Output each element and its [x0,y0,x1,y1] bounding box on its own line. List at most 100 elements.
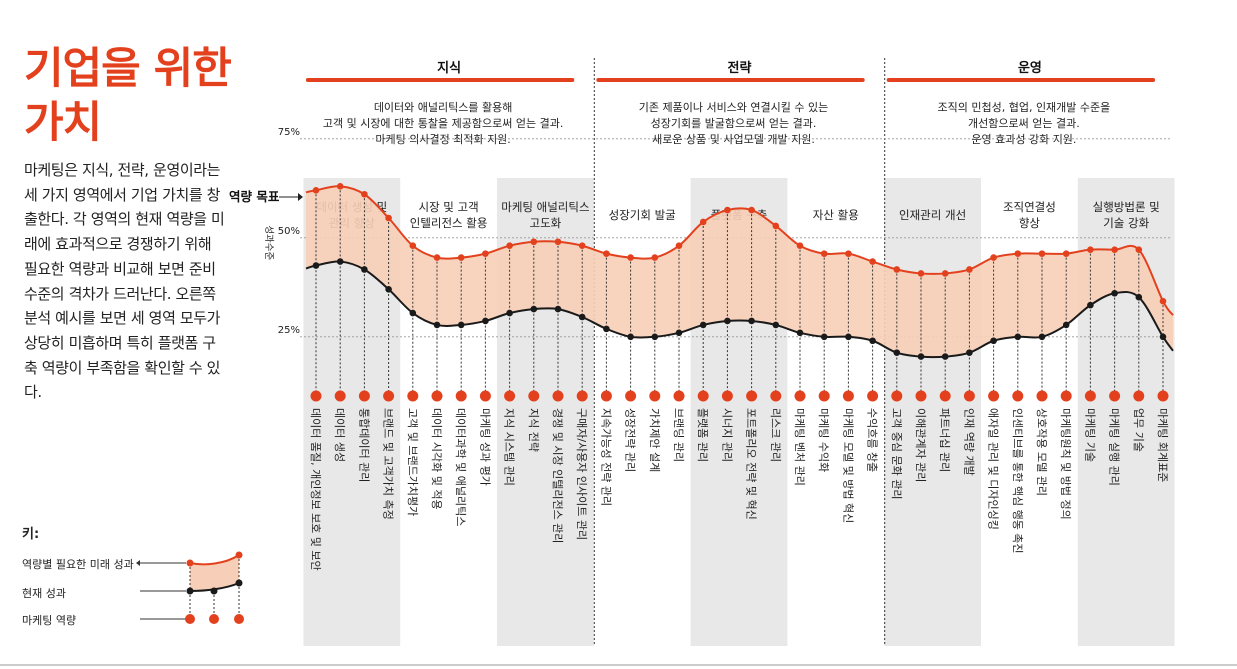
capability-marker [600,390,612,402]
capability-label: 성장전략 관리 [624,408,637,472]
key-capability-label: 마케팅 역량 [22,614,77,627]
goal-label: 고도화 [530,216,562,230]
gap-band [306,186,1173,358]
capability-marker [1084,390,1096,402]
capability-marker [891,390,903,402]
capability-marker [358,390,370,402]
current-point [772,321,780,329]
goal-label: 인재관리 개선 [899,208,966,222]
capability-marker [1157,390,1169,402]
future-point [966,266,973,273]
current-point [1014,333,1022,341]
capability-label: 파트너십 관리 [938,408,951,472]
capability-marker [552,390,564,402]
goal-column [884,178,981,646]
capability-marker [479,390,491,402]
capability-label: 데이터과학 및 애널리틱스 [454,408,467,526]
capability-label: 마케팅 회계표준 [1156,408,1169,482]
capability-label: 인센티브를 통한 핵심 행동 촉진 [1011,408,1024,554]
capability-label: 가치제안 설계 [648,408,661,472]
capability-marker [649,390,661,402]
area-description: 운영 효과성 강화 지원. [971,133,1076,146]
capability-label: 지식 시스템 관리 [503,408,516,486]
future-point [457,254,465,261]
area-description: 새로운 상품 및 사업모델 개발 지원. [652,133,815,146]
current-point [1038,333,1046,341]
y-tick-label: 75% [278,127,300,138]
capability-label: 인재 역량 개발 [962,408,975,476]
current-point [627,333,634,341]
capability-label: 지속가능성 전략 관리 [599,408,612,506]
capability-marker [1012,390,1024,402]
future-point [1087,246,1094,253]
current-point [530,305,538,313]
current-point [1159,333,1167,341]
goal-label: 조직연결성 [1003,200,1056,214]
capability-marker [963,390,975,402]
future-point [772,222,780,230]
capability-marker [383,390,395,402]
area-bar [886,78,1156,82]
current-point [724,317,731,325]
future-point [433,254,441,261]
goal-label: 실행방법론 및 [1093,200,1160,214]
goal-label: 시장 및 고객 [418,200,478,214]
area-title: 운영 [1018,61,1042,76]
area-description: 조직의 민첩성, 협업, 인재개발 수준을 [938,101,1111,114]
capability-marker [842,390,854,402]
current-point [966,349,973,356]
current-point [1062,321,1070,329]
current-point [748,317,755,325]
capability-label: 포트폴리오 전략 및 혁신 [745,408,758,520]
area-title: 지식 [437,60,461,76]
capability-label: 데이터 품질, 개인정보 보호 및 보안 [309,408,322,571]
key-label: 키: [22,527,40,542]
capability-label: 통합데이터 관리 [357,408,370,482]
current-point [941,353,949,360]
capability-label: 마케팅 실행 관리 [1108,408,1121,486]
capability-label: 마케팅 수익화 [817,408,830,472]
capability-label: 경쟁 및 시장 인텔리전스 관리 [551,408,564,543]
capability-label: 업무 기술 [1132,408,1145,452]
future-point [409,242,417,250]
future-point [385,214,392,222]
current-point [433,321,441,329]
future-point [1014,250,1022,257]
future-point [1135,246,1143,253]
current-point [893,349,901,356]
y-tick-label: 25% [278,325,300,336]
capability-label: 마케팅원칙 및 방법 정의 [1059,408,1072,520]
future-point [603,250,610,257]
future-point [530,238,538,246]
future-point [748,206,755,214]
capability-marker [576,390,588,402]
area-description: 기존 제품이나 서비스와 연결시킬 수 있는 [639,101,829,114]
future-point [724,206,731,214]
future-point [941,270,949,277]
future-point [1062,250,1070,257]
current-point [845,333,852,341]
future-point [675,242,683,250]
capability-marker [528,390,540,402]
capability-label: 이해관계자 관리 [914,408,928,482]
capability-label: 고객 및 브랜드가치평가 [406,408,419,516]
future-point [482,250,489,257]
capability-label: 마케팅 벤처 관리 [793,408,806,486]
area-bar [305,78,575,82]
future-point [361,190,368,198]
current-point [1111,289,1118,297]
current-point [578,313,586,321]
capability-label: 애자일 관리 및 디자인싱킹 [987,408,1001,530]
area-description: 고객 및 시장에 대한 통찰을 제공함으로써 얻는 결과. [323,117,564,130]
area-bar [596,78,865,82]
future-point [869,258,876,265]
capability-label: 마케팅 기술 [1083,408,1096,462]
future-point [336,183,344,190]
area-description: 성장기회를 발굴함으로써 얻는 결과. [651,117,817,130]
capability-label: 지식 전략 [527,408,540,452]
capability-marker [431,390,443,402]
capability-marker [455,390,467,402]
capability-marker [625,390,637,402]
